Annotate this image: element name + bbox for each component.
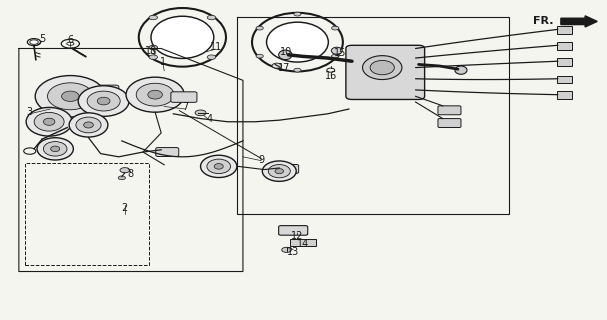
FancyBboxPatch shape	[346, 45, 425, 100]
FancyBboxPatch shape	[557, 76, 572, 83]
FancyBboxPatch shape	[279, 226, 308, 235]
Ellipse shape	[275, 169, 283, 174]
Ellipse shape	[47, 83, 93, 110]
Ellipse shape	[148, 90, 163, 99]
Ellipse shape	[26, 108, 72, 136]
Ellipse shape	[43, 118, 55, 125]
Text: 4: 4	[206, 114, 212, 124]
Ellipse shape	[262, 161, 296, 181]
FancyBboxPatch shape	[290, 239, 316, 246]
Circle shape	[149, 15, 157, 20]
Ellipse shape	[214, 164, 223, 169]
Text: 13: 13	[287, 247, 299, 257]
Ellipse shape	[370, 60, 395, 75]
Text: 11: 11	[209, 42, 222, 52]
Ellipse shape	[136, 83, 174, 106]
Text: 1: 1	[160, 57, 166, 67]
Ellipse shape	[87, 91, 120, 111]
Text: FR.: FR.	[532, 16, 553, 27]
Text: 12: 12	[291, 231, 304, 241]
Ellipse shape	[279, 50, 292, 60]
Circle shape	[282, 247, 291, 252]
Ellipse shape	[362, 56, 402, 80]
Circle shape	[272, 63, 282, 68]
Text: 7: 7	[182, 102, 189, 112]
FancyBboxPatch shape	[64, 85, 119, 108]
Circle shape	[331, 26, 339, 30]
Ellipse shape	[50, 146, 59, 152]
FancyBboxPatch shape	[557, 92, 572, 99]
Circle shape	[149, 45, 158, 50]
Ellipse shape	[61, 91, 79, 101]
Ellipse shape	[268, 164, 290, 178]
Ellipse shape	[76, 117, 101, 133]
Ellipse shape	[331, 47, 342, 54]
Ellipse shape	[69, 113, 108, 137]
Text: 3: 3	[27, 107, 33, 117]
Ellipse shape	[37, 138, 73, 160]
Ellipse shape	[455, 66, 467, 74]
FancyBboxPatch shape	[277, 164, 299, 173]
Ellipse shape	[126, 77, 184, 112]
Ellipse shape	[78, 86, 129, 116]
Text: 5: 5	[39, 34, 45, 44]
Circle shape	[149, 55, 157, 60]
Text: 6: 6	[67, 35, 73, 44]
Circle shape	[120, 168, 130, 173]
Text: 2: 2	[122, 203, 128, 213]
Ellipse shape	[151, 16, 214, 59]
Ellipse shape	[67, 42, 74, 45]
Ellipse shape	[35, 76, 106, 117]
Ellipse shape	[207, 159, 231, 174]
Circle shape	[294, 68, 301, 72]
FancyBboxPatch shape	[557, 58, 572, 66]
Ellipse shape	[97, 97, 110, 105]
Ellipse shape	[200, 155, 237, 178]
Text: 16: 16	[325, 71, 337, 81]
FancyBboxPatch shape	[156, 148, 178, 156]
FancyBboxPatch shape	[438, 119, 461, 127]
Ellipse shape	[266, 22, 328, 62]
FancyBboxPatch shape	[171, 92, 197, 102]
Text: 9: 9	[258, 155, 264, 165]
FancyBboxPatch shape	[557, 26, 572, 34]
Circle shape	[118, 176, 126, 180]
Circle shape	[294, 12, 301, 16]
Circle shape	[30, 40, 38, 44]
Circle shape	[207, 55, 215, 60]
Text: 17: 17	[278, 63, 290, 73]
FancyBboxPatch shape	[438, 106, 461, 115]
Text: 10: 10	[280, 47, 293, 57]
Ellipse shape	[84, 122, 93, 128]
Ellipse shape	[43, 142, 67, 156]
Circle shape	[256, 26, 263, 30]
FancyArrow shape	[561, 16, 597, 27]
Text: 15: 15	[334, 48, 346, 58]
Text: 8: 8	[128, 169, 134, 179]
Text: 18: 18	[144, 46, 157, 56]
Circle shape	[331, 54, 339, 58]
Circle shape	[195, 110, 206, 116]
Ellipse shape	[34, 112, 64, 131]
Circle shape	[256, 54, 263, 58]
Circle shape	[207, 15, 215, 20]
Text: 14: 14	[297, 239, 310, 249]
FancyBboxPatch shape	[557, 42, 572, 50]
